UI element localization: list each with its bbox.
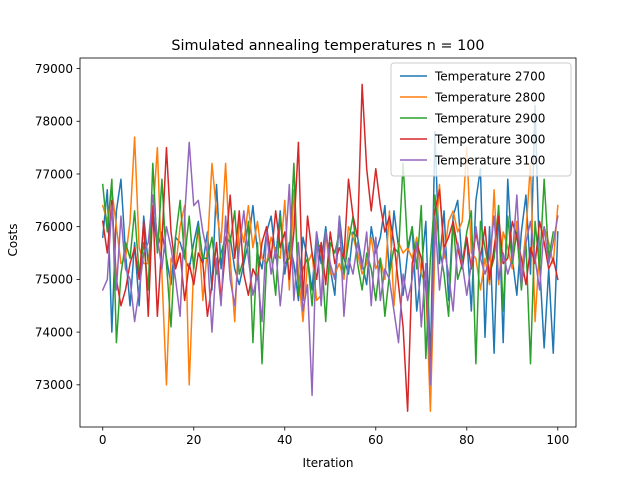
- series-line-4: [101, 83, 559, 412]
- legend-label: Temperature 3100: [434, 153, 545, 167]
- axes: 0 20 40 60 80 100 73000 74000 75000 76000 77000 780…: [35, 57, 577, 447]
- x-tick-label: 80: [459, 433, 474, 447]
- legend-label: Temperature 2800: [434, 90, 545, 104]
- series-line-5: [101, 141, 559, 397]
- y-tick-label: 76000: [35, 220, 73, 234]
- y-axis-label: Costs: [6, 224, 20, 257]
- x-axis-label: Iteration: [303, 456, 354, 470]
- legend-label: Temperature 2700: [434, 69, 545, 83]
- y-tick-label: 73000: [35, 378, 73, 392]
- x-tick-label: 100: [546, 433, 569, 447]
- series-line-2: [101, 136, 559, 412]
- plot-frame: [79, 57, 577, 428]
- legend-label: Temperature 2900: [434, 111, 545, 125]
- y-tick-label: 74000: [35, 325, 73, 339]
- legend-box: [390, 62, 572, 177]
- plot-lines: [101, 83, 559, 412]
- y-tick-label: 78000: [35, 115, 73, 129]
- x-tick-label: 20: [186, 433, 201, 447]
- y-tick-label: 79000: [35, 62, 73, 76]
- chart-title: Simulated annealing temperatures n = 100: [171, 38, 484, 54]
- y-tick-label: 75000: [35, 273, 73, 287]
- series-line-3: [101, 162, 555, 365]
- legend: Temperature 2700 Temperature 2800 Temperat…: [390, 62, 572, 177]
- y-tick-label: 77000: [35, 167, 73, 181]
- legend-label: Temperature 3000: [434, 132, 545, 146]
- x-tick-label: 60: [368, 433, 383, 447]
- x-tick-label: 0: [99, 433, 107, 447]
- x-tick-label: 40: [277, 433, 292, 447]
